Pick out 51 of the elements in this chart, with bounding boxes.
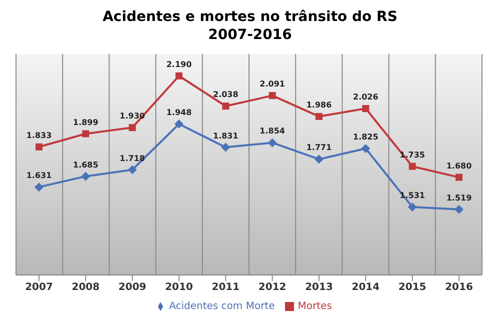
point bbox=[316, 112, 322, 120]
x-tick-label: 2009 bbox=[118, 282, 146, 294]
data-label: 2.190 bbox=[166, 60, 192, 69]
legend-label: Mortes bbox=[298, 301, 332, 312]
point bbox=[128, 165, 137, 174]
data-label: 1.685 bbox=[73, 160, 99, 170]
data-label: 1.680 bbox=[446, 161, 472, 170]
x-tick-label: 2007 bbox=[25, 282, 53, 294]
data-label: 1.718 bbox=[120, 154, 146, 163]
point bbox=[176, 72, 182, 80]
data-label: 1.519 bbox=[446, 193, 472, 202]
point bbox=[456, 174, 462, 181]
point bbox=[36, 143, 42, 150]
point bbox=[362, 105, 370, 112]
point bbox=[82, 130, 90, 138]
point bbox=[34, 182, 44, 192]
x-tick-label: 2008 bbox=[72, 282, 100, 294]
point bbox=[268, 92, 276, 100]
legend-label: Acidentes com Morte bbox=[169, 301, 275, 312]
x-tick-label: 2010 bbox=[165, 282, 193, 294]
data-label: 2.026 bbox=[353, 92, 379, 102]
point bbox=[81, 172, 90, 181]
point bbox=[408, 202, 417, 212]
point bbox=[268, 138, 277, 148]
point bbox=[221, 142, 230, 152]
data-label: 1.831 bbox=[213, 131, 239, 140]
data-label: 2.038 bbox=[213, 90, 239, 100]
data-label: 1.833 bbox=[26, 130, 52, 140]
chart-subtitle: 2007-2016 bbox=[207, 26, 293, 44]
x-tick-label: 2016 bbox=[445, 282, 473, 294]
data-label: 1.948 bbox=[166, 108, 192, 118]
point bbox=[408, 162, 416, 170]
x-tick-label: 2012 bbox=[258, 282, 286, 294]
point bbox=[314, 154, 324, 164]
point bbox=[222, 102, 230, 110]
x-tick-label: 2015 bbox=[398, 282, 426, 294]
data-label: 1.771 bbox=[306, 143, 332, 152]
point bbox=[174, 120, 184, 129]
point bbox=[361, 144, 370, 153]
x-tick-label: 2014 bbox=[352, 282, 380, 294]
data-label: 1.854 bbox=[260, 126, 286, 136]
x-tick-label: 2013 bbox=[305, 282, 333, 294]
point bbox=[454, 204, 464, 214]
data-label: 2.091 bbox=[260, 80, 286, 89]
data-label: 1.899 bbox=[73, 118, 99, 127]
data-label: 1.986 bbox=[306, 100, 332, 110]
data-label: 1.825 bbox=[353, 132, 379, 142]
point bbox=[128, 124, 136, 132]
chart-title: Acidentes e mortes no trânsito do RS bbox=[102, 8, 398, 26]
data-label: 1.631 bbox=[26, 171, 52, 180]
x-tick-label: 2011 bbox=[212, 282, 240, 294]
